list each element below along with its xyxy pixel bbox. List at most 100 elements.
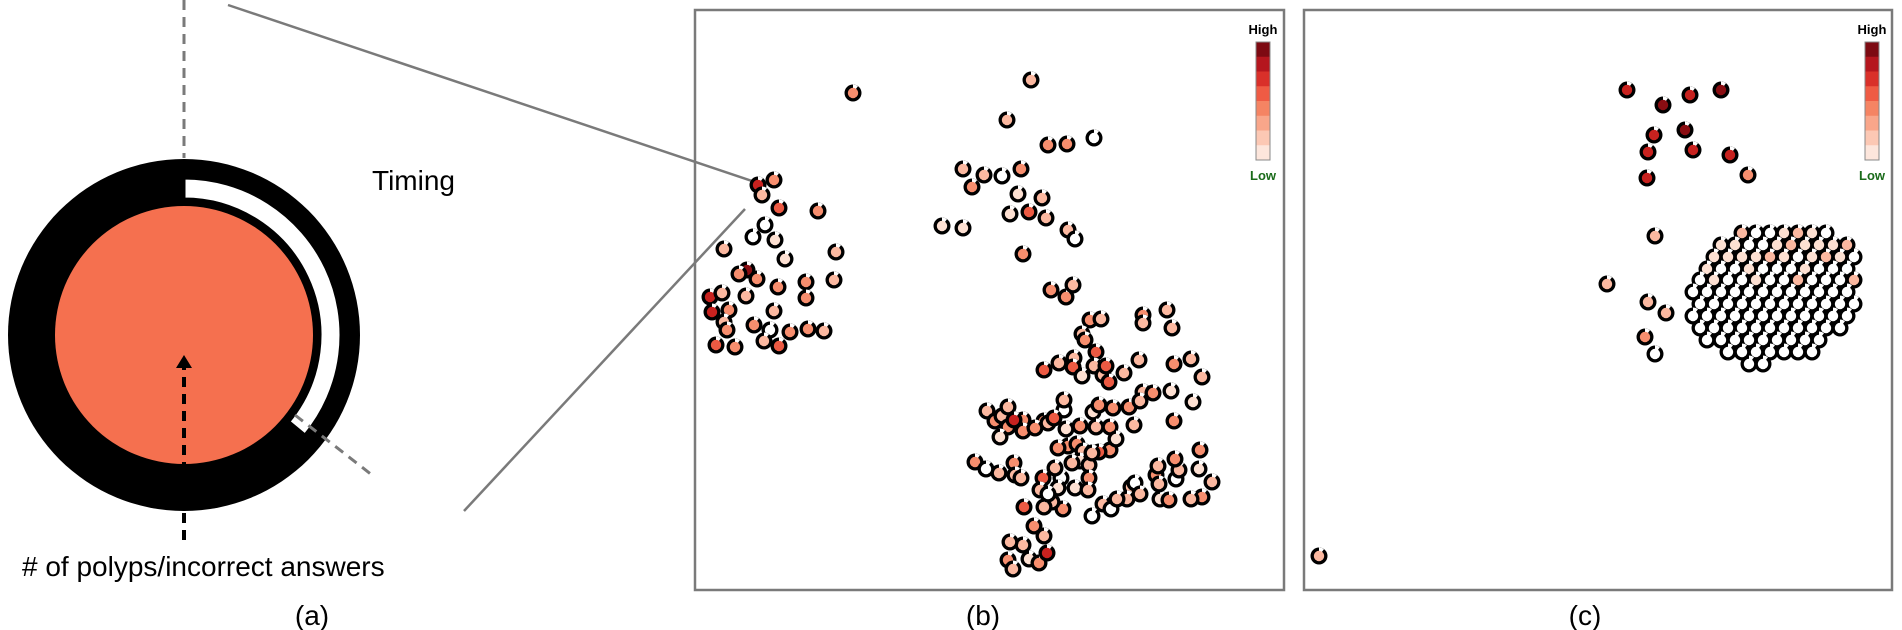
data-dot	[1167, 450, 1184, 467]
data-dot	[738, 287, 755, 304]
dot-fill	[997, 171, 1007, 181]
dot-fill	[719, 244, 729, 254]
dot-fill	[1041, 213, 1051, 223]
data-dot	[1058, 420, 1075, 437]
dot-fill	[769, 306, 779, 316]
data-dot	[770, 278, 787, 295]
dot-fill	[1786, 287, 1796, 297]
dot-fill	[829, 275, 839, 285]
dot-fill	[1207, 477, 1217, 487]
dot-fill	[1821, 299, 1831, 309]
data-dot	[1005, 560, 1022, 577]
data-dot	[1077, 331, 1094, 348]
data-dot	[1050, 439, 1067, 456]
data-dot	[757, 216, 774, 233]
dot-fill	[1765, 347, 1775, 357]
dot-fill	[1039, 502, 1049, 512]
data-dot	[1109, 490, 1126, 507]
dot-fill	[1730, 311, 1740, 321]
data-dot	[1150, 457, 1167, 474]
data-dot	[1091, 396, 1108, 413]
dot-fill	[1716, 85, 1726, 95]
dot-fill	[1042, 548, 1052, 558]
scale-swatch	[1865, 42, 1879, 57]
dot-fill	[780, 254, 790, 264]
dot-fill	[1043, 140, 1053, 150]
dot-fill	[1154, 479, 1164, 489]
dot-fill	[1094, 400, 1104, 410]
data-dot	[1051, 354, 1068, 371]
timing-label: Timing	[372, 165, 455, 196]
dot-fill	[1169, 359, 1179, 369]
data-dot	[816, 322, 833, 339]
data-dot	[828, 243, 845, 260]
dot-fill	[1695, 299, 1705, 309]
data-dot	[976, 166, 993, 183]
dot-fill	[1008, 564, 1018, 574]
dot-fill	[1650, 231, 1660, 241]
dot-fill	[1049, 413, 1059, 423]
data-dot	[1183, 490, 1200, 507]
glyph-legend: Timing # of polyps/incorrect answers	[8, 0, 455, 582]
dot-fill	[1716, 287, 1726, 297]
data-dot	[719, 321, 736, 338]
dot-fill	[760, 220, 770, 230]
dot-fill	[1643, 147, 1653, 157]
dot-fill	[1807, 347, 1817, 357]
dot-fill	[1730, 335, 1740, 345]
data-dot	[1056, 391, 1073, 408]
data-dot	[1002, 533, 1019, 550]
dot-fill	[1786, 240, 1796, 250]
scale-swatch	[1865, 86, 1879, 101]
data-dot	[1093, 310, 1110, 327]
dot-fill	[1003, 402, 1013, 412]
scale-swatch	[1256, 116, 1270, 131]
color-scale-c: HighLow	[1858, 22, 1887, 183]
dot-fill	[1688, 311, 1698, 321]
data-dot	[1204, 473, 1221, 490]
dot-fill	[1054, 358, 1064, 368]
data-dot	[1067, 230, 1084, 247]
data-dot	[1682, 86, 1699, 103]
dot-fill	[1194, 464, 1204, 474]
data-dot	[1040, 136, 1057, 153]
dot-fill	[1037, 193, 1047, 203]
dot-fill	[1119, 368, 1129, 378]
dot-fill	[937, 221, 947, 231]
dot-fill	[1779, 299, 1789, 309]
scale-swatch	[1256, 101, 1270, 116]
dot-fill	[1779, 228, 1789, 238]
dot-fill	[748, 232, 758, 242]
dot-fill	[1018, 249, 1028, 259]
dot-fill	[774, 203, 784, 213]
dot-fill	[1709, 299, 1719, 309]
dot-fill	[1070, 234, 1080, 244]
data-dot	[716, 240, 733, 257]
dot-fill	[1186, 354, 1196, 364]
data-dot	[714, 284, 731, 301]
data-dot	[1131, 351, 1148, 368]
dot-fill	[1793, 299, 1803, 309]
data-dot	[1166, 355, 1183, 372]
caption-a: (a)	[295, 600, 329, 630]
dot-fill	[1153, 461, 1163, 471]
dot-fill	[1005, 209, 1015, 219]
data-dot	[1013, 469, 1030, 486]
panel-b-dots	[702, 71, 1221, 577]
data-dot	[1064, 454, 1081, 471]
data-dot	[1185, 393, 1202, 410]
panel-c-dots	[1311, 81, 1863, 564]
dot-fill	[1059, 395, 1069, 405]
dot-fill	[1166, 386, 1176, 396]
dot-fill	[1814, 287, 1824, 297]
dot-fill	[1800, 287, 1810, 297]
dot-fill	[1709, 323, 1719, 333]
dot-fill	[1716, 311, 1726, 321]
data-dot	[826, 271, 843, 288]
dot-fill	[1148, 388, 1158, 398]
data-dot	[1016, 498, 1033, 515]
data-dot	[1080, 481, 1097, 498]
dot-fill	[1758, 287, 1768, 297]
dot-fill	[1067, 458, 1077, 468]
dot-fill	[734, 269, 744, 279]
